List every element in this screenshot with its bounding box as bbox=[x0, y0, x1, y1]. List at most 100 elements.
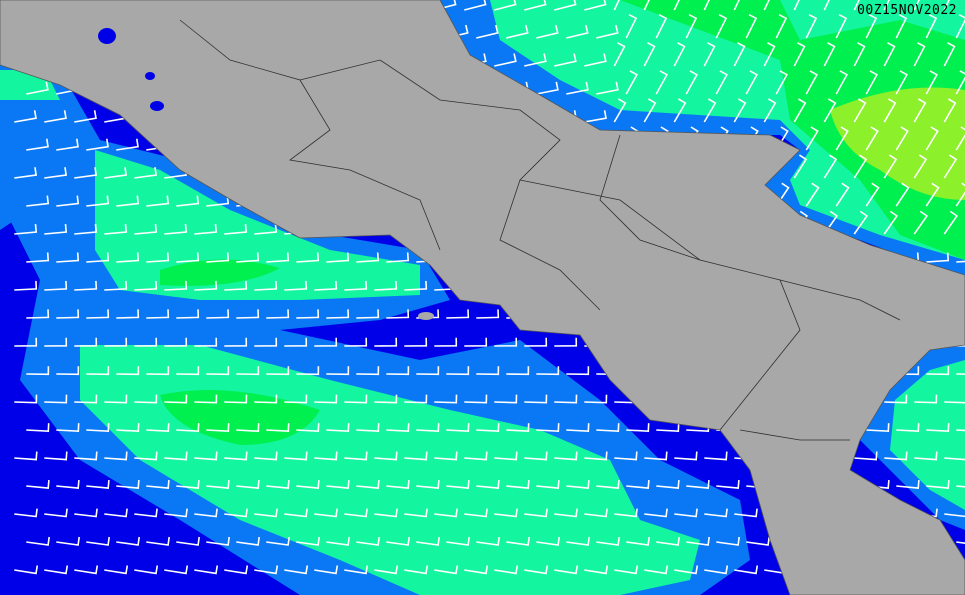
wind-barb bbox=[943, 42, 956, 67]
wind-barb bbox=[554, 508, 578, 518]
wind-barb bbox=[236, 366, 260, 376]
wind-barb bbox=[134, 337, 158, 347]
wind-barb bbox=[164, 280, 188, 291]
wind-barb bbox=[566, 81, 589, 95]
wind-barb bbox=[835, 70, 848, 95]
wind-barb bbox=[524, 0, 547, 11]
wind-barb bbox=[793, 98, 807, 123]
wind-barb bbox=[176, 309, 200, 319]
wind-barb bbox=[86, 309, 110, 319]
wind-barb bbox=[224, 224, 248, 235]
wind-barb bbox=[266, 366, 290, 376]
wind-barb bbox=[643, 0, 650, 11]
wind-barb bbox=[835, 182, 850, 207]
wind-barb bbox=[536, 536, 560, 546]
wind-barb bbox=[44, 451, 68, 461]
wind-barb bbox=[224, 337, 248, 347]
wind-barb bbox=[913, 0, 920, 11]
green-zone-adriatic bbox=[620, 0, 965, 260]
wind-barb bbox=[674, 451, 698, 461]
wind-barb bbox=[134, 508, 158, 518]
wind-barb bbox=[326, 423, 350, 433]
wind-barb bbox=[236, 536, 260, 546]
wind-barb bbox=[655, 70, 668, 95]
wind-barb bbox=[404, 508, 428, 518]
wind-barb bbox=[494, 0, 517, 11]
wind-barb bbox=[356, 423, 380, 433]
wind-barb bbox=[613, 0, 620, 11]
wind-barb bbox=[116, 536, 140, 546]
wind-barb bbox=[434, 451, 458, 461]
wind-barb bbox=[134, 280, 158, 291]
wind-barb bbox=[194, 451, 218, 461]
wind-barb bbox=[254, 508, 278, 518]
wind-barb bbox=[926, 252, 950, 263]
wind-barb bbox=[656, 536, 680, 546]
wind-barb bbox=[374, 451, 398, 461]
wind-barb bbox=[56, 366, 80, 376]
wind-barb bbox=[464, 565, 489, 575]
wind-barb bbox=[613, 42, 626, 67]
wind-barb bbox=[56, 138, 79, 151]
wind-barb bbox=[104, 280, 128, 291]
wind-barb bbox=[284, 337, 308, 347]
wind-barb bbox=[464, 451, 488, 461]
wind-barb bbox=[104, 167, 128, 179]
wind-barb bbox=[853, 98, 867, 123]
wind-barb bbox=[955, 182, 965, 207]
wind-barb bbox=[823, 0, 830, 11]
wind-barb bbox=[494, 337, 518, 347]
wind-barb bbox=[494, 451, 518, 461]
wind-barb bbox=[284, 508, 308, 518]
wind-barb bbox=[716, 480, 740, 489]
wind-barb bbox=[104, 394, 128, 404]
wind-barb bbox=[566, 423, 590, 433]
wind-barb bbox=[86, 252, 110, 263]
wind-barb bbox=[314, 337, 338, 347]
wind-barb bbox=[746, 536, 770, 546]
wind-barb bbox=[386, 480, 410, 489]
wind-barb bbox=[344, 394, 368, 404]
wind-barb bbox=[913, 210, 929, 235]
wind-barb bbox=[206, 536, 230, 546]
wind-barb bbox=[164, 337, 188, 347]
wind-barb bbox=[703, 42, 716, 67]
wind-barb bbox=[56, 480, 80, 489]
wind-barb bbox=[116, 138, 139, 151]
wind-barb bbox=[896, 423, 920, 433]
wind-barb bbox=[254, 565, 279, 575]
wind-barb bbox=[194, 394, 218, 404]
wind-barb bbox=[194, 224, 218, 235]
wind-barb bbox=[614, 565, 639, 575]
wind-barb bbox=[164, 224, 188, 235]
wind-barb bbox=[805, 70, 818, 95]
wind-barb bbox=[116, 309, 140, 319]
wind-barb bbox=[374, 565, 399, 575]
wind-barb bbox=[116, 252, 140, 263]
wind-barb bbox=[943, 98, 957, 123]
wind-barb bbox=[715, 13, 728, 39]
wind-barb bbox=[554, 394, 578, 404]
wind-barb bbox=[716, 536, 740, 546]
wind-barb bbox=[356, 252, 380, 263]
wind-barb bbox=[823, 42, 836, 67]
wind-barb bbox=[536, 480, 560, 489]
wind-barb bbox=[326, 309, 350, 319]
wind-barb bbox=[344, 451, 368, 461]
wind-barb bbox=[853, 42, 866, 67]
wind-barb bbox=[14, 508, 38, 518]
wind-barb bbox=[374, 394, 398, 404]
wind-barb bbox=[104, 451, 128, 461]
wind-barb bbox=[643, 42, 656, 67]
wind-barb bbox=[554, 565, 579, 575]
wind-barb bbox=[26, 252, 50, 263]
wind-barb bbox=[446, 536, 470, 546]
wind-barb bbox=[14, 280, 38, 291]
wind-barb bbox=[793, 0, 800, 11]
wind-barb bbox=[56, 309, 80, 319]
wind-barb bbox=[164, 394, 188, 404]
wind-barb bbox=[146, 536, 170, 546]
wind-barb bbox=[266, 309, 290, 319]
wind-barb bbox=[314, 451, 338, 461]
wind-barb bbox=[344, 565, 369, 575]
